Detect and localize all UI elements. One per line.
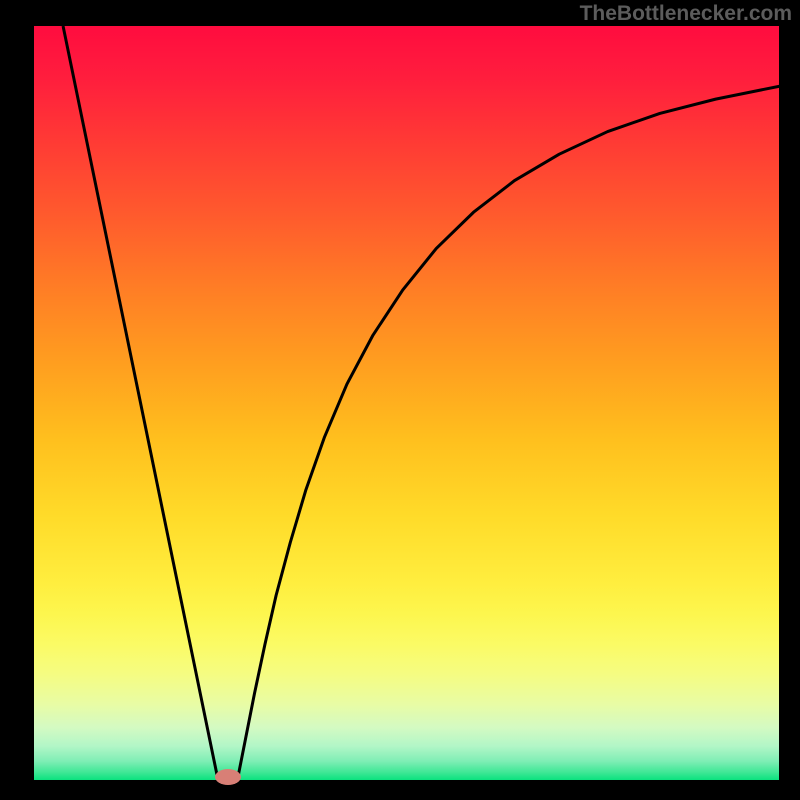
chart-curves bbox=[34, 26, 779, 780]
watermark-text: TheBottlenecker.com bbox=[580, 2, 792, 26]
right-log-curve bbox=[238, 86, 779, 776]
bottleneck-marker bbox=[215, 769, 241, 785]
left-descending-line bbox=[63, 26, 217, 776]
plot-area bbox=[34, 26, 779, 780]
